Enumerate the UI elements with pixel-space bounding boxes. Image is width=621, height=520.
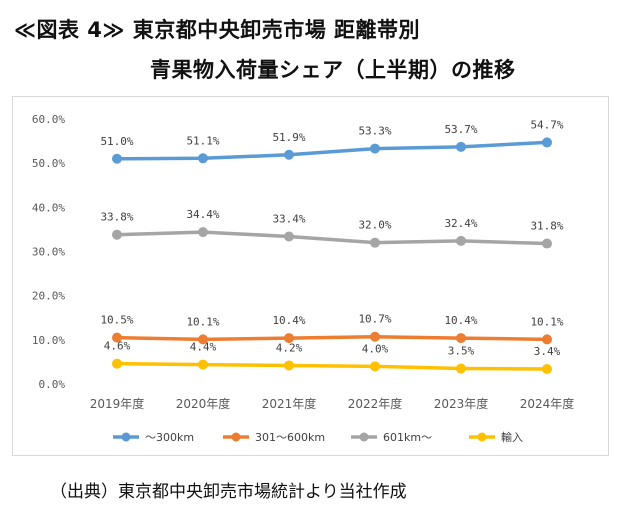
legend-label: ～300km — [145, 431, 194, 444]
data-label: 53.3% — [358, 125, 391, 138]
data-point — [198, 153, 208, 164]
data-point — [370, 143, 380, 154]
data-label: 10.1% — [186, 315, 219, 328]
data-label: 32.0% — [358, 219, 391, 232]
data-label: 10.1% — [530, 315, 563, 328]
data-label: 32.4% — [444, 217, 477, 230]
legend-label: 601km～ — [383, 431, 432, 444]
source-note: （出典）東京都中央卸売市場統計より当社作成 — [50, 482, 407, 502]
x-tick-label: 2024年度 — [520, 396, 575, 411]
data-point — [198, 334, 208, 345]
data-label: 53.7% — [444, 123, 477, 136]
y-tick-label: 40.0% — [32, 201, 65, 214]
data-point — [542, 238, 552, 249]
data-point — [284, 333, 294, 344]
data-point — [284, 231, 294, 242]
data-label: 4.4% — [190, 341, 217, 354]
legend-marker — [477, 432, 487, 442]
data-label: 54.7% — [530, 118, 563, 131]
data-label: 31.8% — [530, 220, 563, 233]
chart-frame: 0.0% 10.0% 20.0% 30.0% 40.0% 50.0% 60.0% 2019年度… — [12, 96, 609, 456]
data-point — [198, 227, 208, 238]
x-tick-label: 2019年度 — [90, 396, 145, 411]
data-point — [284, 360, 294, 371]
data-label: 51.9% — [272, 131, 305, 144]
data-label: 10.4% — [272, 314, 305, 327]
data-label: 10.5% — [100, 314, 133, 327]
y-tick-label: 50.0% — [32, 157, 65, 170]
y-tick-label: 10.0% — [32, 334, 65, 347]
chart-title-line1: ≪図表 4≫ 東京都中央卸売市場 距離帯別 — [14, 18, 421, 42]
y-tick-label: 60.0% — [32, 113, 65, 126]
y-tick-label: 30.0% — [32, 246, 65, 259]
series-line — [116, 334, 548, 342]
series-line — [116, 361, 548, 371]
data-point — [198, 359, 208, 370]
data-point — [112, 332, 122, 343]
legend-marker — [121, 432, 131, 442]
data-point — [112, 358, 122, 369]
data-point — [456, 235, 466, 246]
x-tick-label: 2023年度 — [434, 396, 489, 411]
data-label: 33.8% — [100, 211, 133, 224]
x-tick-label: 2021年度 — [262, 396, 317, 411]
data-label: 10.4% — [444, 314, 477, 327]
data-label: 4.2% — [276, 341, 303, 354]
data-point — [456, 333, 466, 344]
data-point — [542, 137, 552, 148]
data-point — [542, 334, 552, 345]
data-label: 33.4% — [272, 212, 305, 225]
series-line — [116, 140, 548, 161]
y-tick-label: 20.0% — [32, 290, 65, 303]
y-tick-label: 0.0% — [39, 378, 66, 391]
data-point — [370, 237, 380, 248]
legend-marker — [359, 432, 369, 442]
legend-label: 輸入 — [501, 430, 523, 444]
x-tick-label: 2022年度 — [348, 396, 403, 411]
data-point — [284, 149, 294, 160]
data-point — [542, 363, 552, 374]
data-label: 51.0% — [100, 135, 133, 148]
data-label: 3.5% — [448, 345, 475, 358]
series-line — [116, 230, 548, 246]
data-point — [112, 229, 122, 240]
data-point — [456, 363, 466, 374]
data-label: 10.7% — [358, 313, 391, 326]
line-chart: 0.0% 10.0% 20.0% 30.0% 40.0% 50.0% 60.0% 2019年度… — [32, 113, 575, 444]
x-tick-label: 2020年度 — [176, 396, 231, 411]
chart-title-line2: 青果物入荷量シェア（上半期）の推移 — [150, 58, 516, 82]
data-point — [456, 141, 466, 152]
data-point — [112, 153, 122, 164]
data-point — [370, 361, 380, 372]
legend-marker — [231, 432, 241, 442]
data-label: 34.4% — [186, 208, 219, 221]
data-label: 4.6% — [104, 340, 131, 353]
data-label: 3.4% — [534, 345, 561, 358]
data-point — [370, 331, 380, 342]
legend-label: 301～600km — [255, 431, 325, 444]
data-label: 51.1% — [186, 134, 219, 147]
data-label: 4.0% — [362, 342, 389, 355]
